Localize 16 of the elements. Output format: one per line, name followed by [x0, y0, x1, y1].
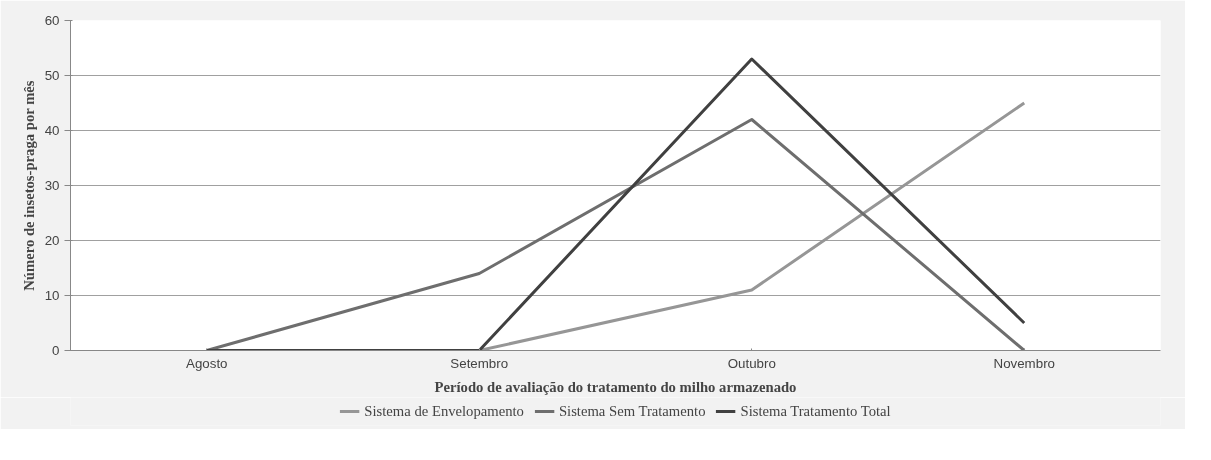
x-axis-title: Período de avaliação do tratamento do milho armazenado: [434, 378, 797, 395]
y-tick-label: 30: [44, 178, 60, 193]
legend-label: Sistema de Envelopamento: [364, 402, 524, 420]
y-tick-label: 60: [44, 13, 60, 28]
legend-label: Sistema Tratamento Total: [740, 402, 891, 420]
y-tick-label: 0: [52, 343, 60, 358]
x-tick-label: Setembro: [450, 355, 509, 371]
x-tick-label: Novembro: [993, 355, 1055, 371]
y-tick-label: 50: [44, 68, 60, 83]
y-tick-label: 40: [44, 123, 60, 138]
x-tick-label: Agosto: [186, 355, 228, 371]
legend-label: Sistema Sem Tratamento: [558, 402, 706, 420]
y-tick-label: 10: [44, 288, 60, 303]
x-tick-label: Outubro: [727, 355, 776, 371]
y-tick-label: 20: [44, 233, 60, 248]
y-axis-title: Número de insetos-praga por mês: [20, 80, 37, 291]
